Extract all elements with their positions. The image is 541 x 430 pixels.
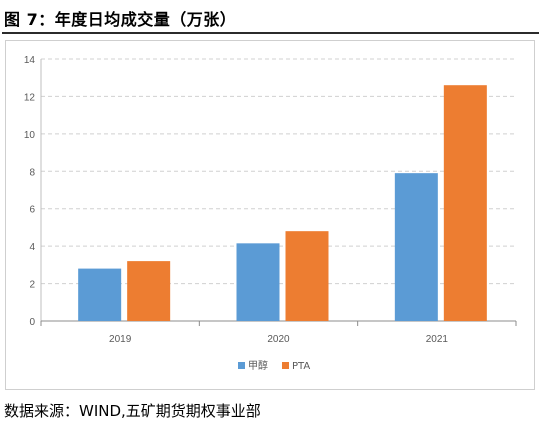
bar-甲醇-2020 bbox=[236, 243, 280, 321]
y-tick-label: 14 bbox=[24, 55, 36, 66]
legend-swatch bbox=[282, 362, 289, 369]
bar-甲醇-2019 bbox=[78, 268, 122, 321]
bar-PTA-2019 bbox=[127, 261, 171, 321]
x-tick-label: 2020 bbox=[267, 334, 290, 345]
y-tick-label: 6 bbox=[29, 205, 35, 216]
bar-PTA-2020 bbox=[285, 231, 329, 321]
chart-container: 0 2 4 6 8 10 12 14 2019 2020 2021 甲醇 PTA bbox=[5, 40, 535, 390]
y-tick-label: 10 bbox=[24, 130, 36, 141]
legend-label: 甲醇 bbox=[248, 359, 268, 372]
y-tick-label: 12 bbox=[24, 92, 36, 103]
bar-chart: 0 2 4 6 8 10 12 14 2019 2020 2021 甲醇 PTA bbox=[24, 55, 517, 372]
title-divider bbox=[2, 32, 539, 34]
bar-PTA-2021 bbox=[443, 85, 487, 321]
bar-甲醇-2021 bbox=[394, 173, 438, 321]
x-tick-label: 2019 bbox=[109, 334, 132, 345]
figure-title: 图 7：年度日均成交量（万张） bbox=[4, 10, 237, 29]
y-tick-label: 8 bbox=[29, 167, 35, 178]
x-tick-label: 2021 bbox=[426, 334, 449, 345]
source-note: 数据来源：WIND,五矿期货期权事业部 bbox=[4, 402, 261, 420]
y-tick-label: 4 bbox=[29, 242, 35, 253]
y-tick-label: 0 bbox=[29, 317, 35, 328]
y-tick-label: 2 bbox=[29, 280, 35, 291]
legend-label: PTA bbox=[292, 361, 310, 372]
legend-swatch bbox=[238, 362, 245, 369]
